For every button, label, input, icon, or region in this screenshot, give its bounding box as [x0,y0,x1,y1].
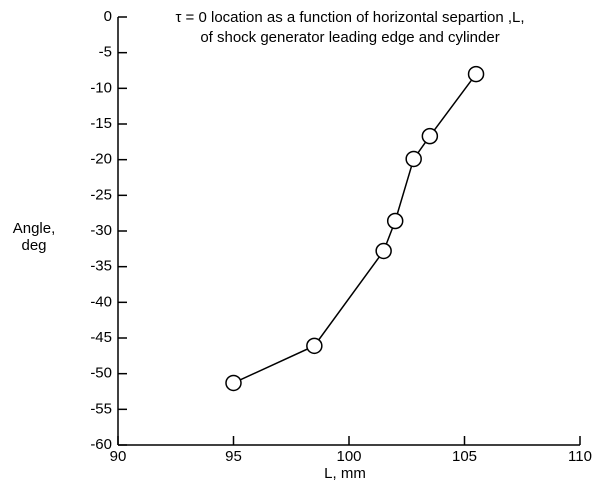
y-tick-label: -10 [90,79,112,96]
y-axis-label: deg [21,237,46,254]
data-point [467,65,485,83]
y-tick-label: -45 [90,329,112,346]
y-tick-label: -15 [90,115,112,132]
x-axis-label: L, mm [324,465,366,482]
x-tick-label: 110 [568,448,592,465]
y-tick-label: -30 [90,222,112,239]
x-tick-label: 100 [336,448,361,465]
data-point [306,337,323,355]
y-tick-label: 0 [104,8,112,25]
data-point [421,127,439,145]
chart-title: of shock generator leading edge and cyli… [200,29,499,46]
y-tick-label: -60 [90,436,112,453]
y-tick-label: -50 [90,365,112,382]
data-point [405,150,422,168]
y-tick-label: -20 [90,151,112,168]
chart-title: τ = 0 location as a function of horizont… [175,9,524,26]
y-tick-label: -35 [90,258,112,275]
y-tick-label: -5 [99,44,112,61]
x-tick-label: 90 [110,448,127,465]
data-point [386,212,404,230]
data-line [233,73,477,384]
x-tick-label: 95 [225,448,242,465]
x-tick-label: 105 [452,448,477,465]
y-tick-label: -55 [90,400,112,417]
y-tick-label: -25 [90,186,112,203]
data-point [225,374,242,392]
y-tick-label: -40 [90,293,112,310]
y-axis-label: Angle, [13,220,56,237]
data-point [375,242,392,260]
